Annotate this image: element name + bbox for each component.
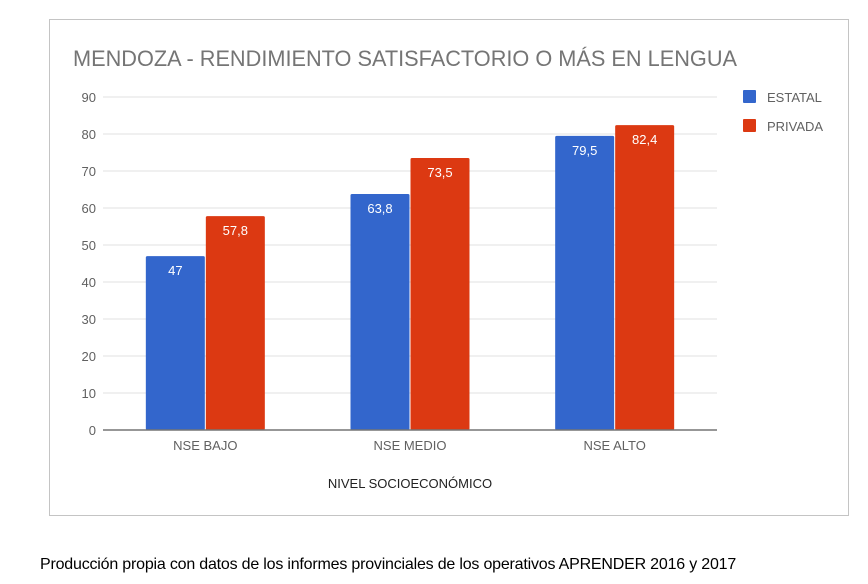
legend-label-estatal: ESTATAL — [767, 90, 822, 105]
x-tick-label: NSE BAJO — [173, 438, 237, 453]
x-axis-label: NIVEL SOCIOECONÓMICO — [328, 476, 492, 491]
y-tick-label: 10 — [82, 386, 96, 401]
bar-estatal-0 — [145, 256, 205, 430]
bar-estatal-2 — [555, 135, 615, 430]
x-tick-label: NSE ALTO — [583, 438, 645, 453]
legend-swatch-estatal — [743, 90, 756, 103]
legend-swatch-privada — [743, 119, 756, 132]
x-tick-label: NSE MEDIO — [374, 438, 447, 453]
bar-privada-0 — [205, 216, 265, 430]
data-label: 57,8 — [223, 223, 248, 238]
y-tick-label: 90 — [82, 90, 96, 105]
y-axis-ticks: 0 10 20 30 40 50 60 70 80 90 — [82, 90, 96, 438]
data-label: 73,5 — [427, 165, 452, 180]
data-label: 47 — [168, 263, 182, 278]
data-label: 79,5 — [572, 143, 597, 158]
bar-privada-1 — [410, 158, 470, 431]
legend: ESTATAL PRIVADA — [743, 90, 823, 134]
chart-frame — [49, 19, 849, 516]
y-tick-label: 30 — [82, 312, 96, 327]
y-tick-label: 50 — [82, 238, 96, 253]
legend-label-privada: PRIVADA — [767, 119, 823, 134]
gridlines — [103, 96, 717, 394]
bar-privada-2 — [615, 125, 675, 431]
bar-estatal-1 — [350, 193, 410, 430]
y-tick-label: 60 — [82, 201, 96, 216]
y-tick-label: 40 — [82, 275, 96, 290]
data-label: 63,8 — [367, 201, 392, 216]
x-axis-ticks: NSE BAJO NSE MEDIO NSE ALTO — [173, 438, 646, 453]
y-tick-label: 20 — [82, 349, 96, 364]
y-tick-label: 70 — [82, 164, 96, 179]
bars: 47 57,8 63,8 73,5 79,5 82,4 — [145, 125, 675, 431]
y-tick-label: 0 — [89, 423, 96, 438]
source-caption: Producción propia con datos de los infor… — [40, 556, 737, 573]
chart-title: MENDOZA - RENDIMIENTO SATISFACTORIO O MÁ… — [73, 46, 737, 71]
data-label: 82,4 — [632, 132, 657, 147]
y-tick-label: 80 — [82, 127, 96, 142]
